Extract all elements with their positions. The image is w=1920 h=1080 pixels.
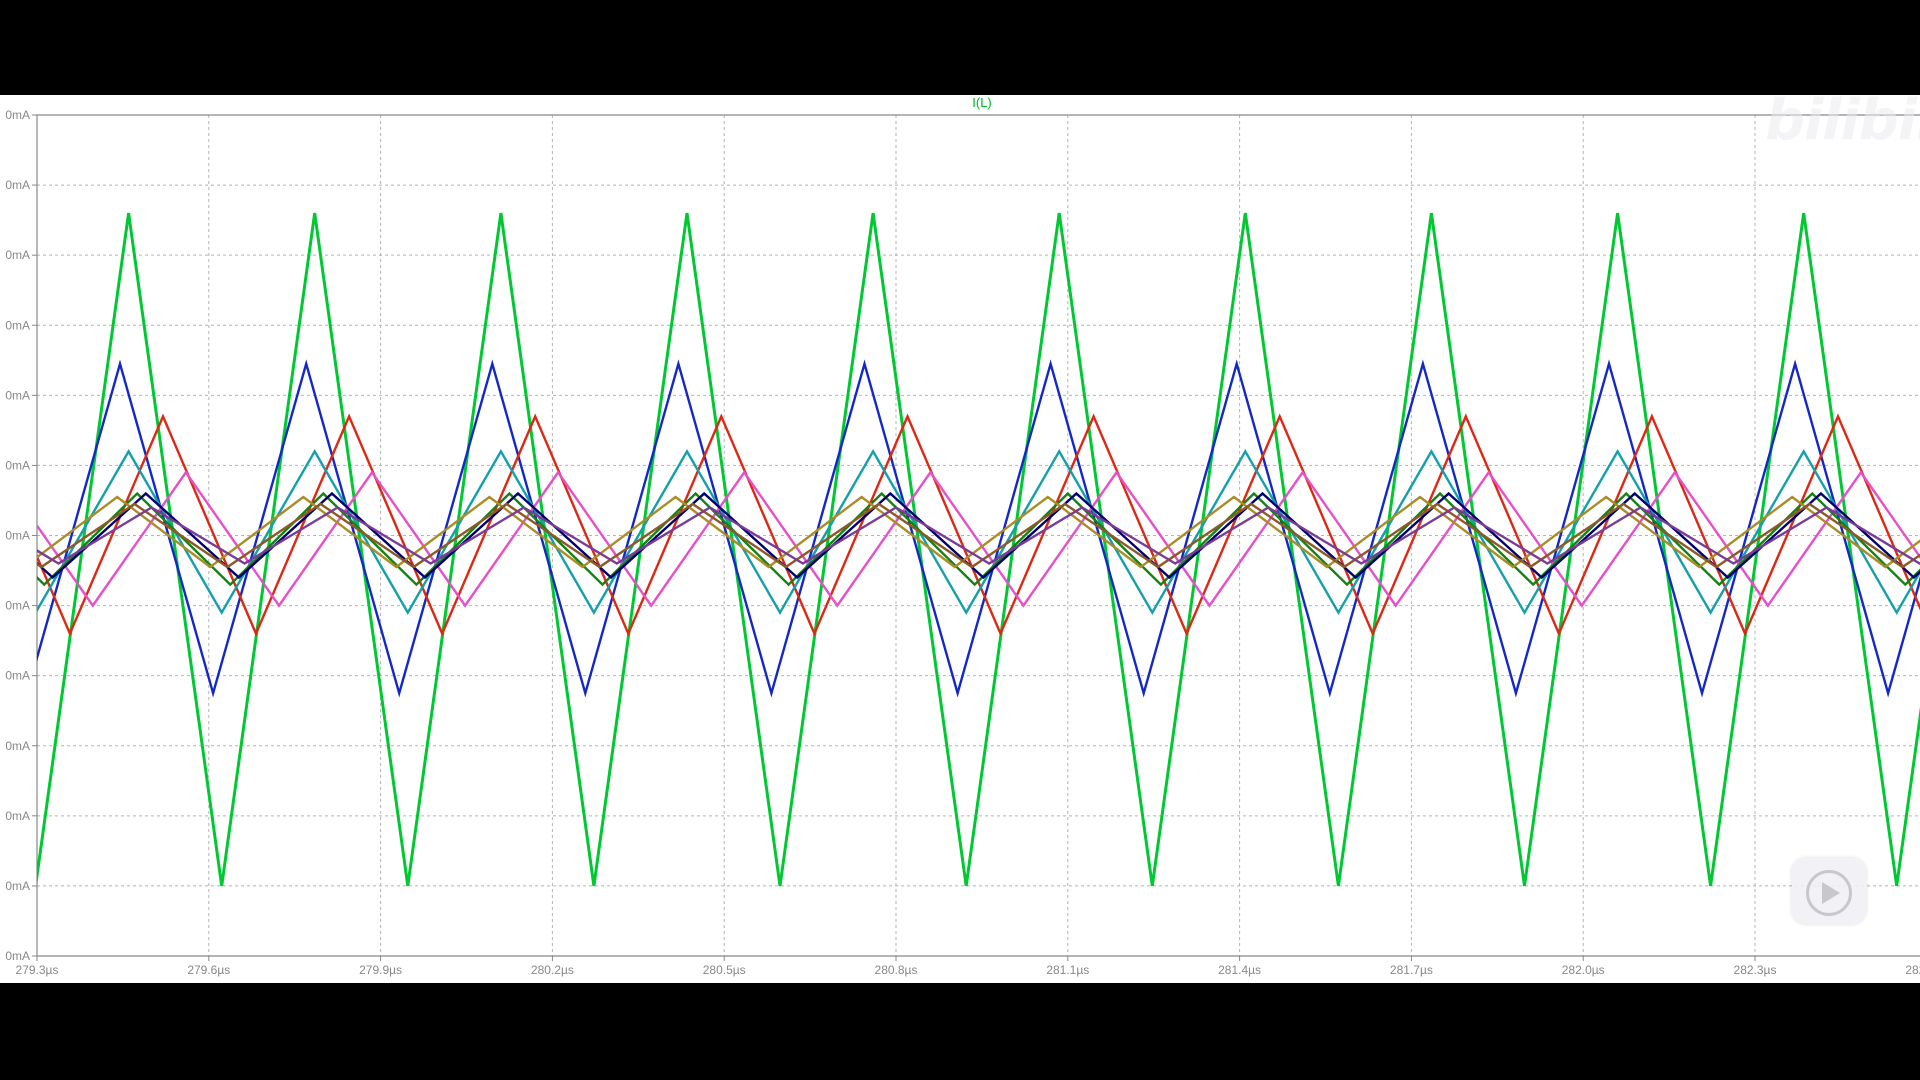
x-tick-label: 279.9µs [359, 963, 402, 977]
x-tick-label: 280.5µs [703, 963, 746, 977]
x-tick-label: 282.3µs [1734, 963, 1777, 977]
x-tick-label: 282.0µs [1562, 963, 1605, 977]
series-line-8 [37, 502, 1920, 569]
y-tick-label: 0mA [5, 108, 30, 122]
bilibili-logo: bilibili [1765, 88, 1920, 153]
y-tick-label: 0mA [5, 739, 30, 753]
y-tick-label: 0mA [5, 248, 30, 262]
y-tick-label: 0mA [5, 318, 30, 332]
y-tick-label: 0mA [5, 949, 30, 963]
y-tick-label: 0mA [5, 388, 30, 402]
series-line-0 [37, 212, 1920, 887]
x-tick-label: 282.6µs [1905, 963, 1920, 977]
x-tick-label: 279.3µs [16, 963, 59, 977]
series-line-1 [37, 359, 1920, 698]
x-tick-label: 281.7µs [1390, 963, 1433, 977]
series-group [37, 212, 1920, 887]
x-tick-label: 281.4µs [1218, 963, 1261, 977]
play-icon[interactable] [1792, 858, 1866, 924]
axes [32, 114, 1920, 961]
x-tick-label: 279.6µs [187, 963, 230, 977]
series-line-4 [37, 470, 1920, 608]
y-tick-label: 0mA [5, 809, 30, 823]
x-tick-label: 281.1µs [1046, 963, 1089, 977]
y-tick-label: 0mA [5, 529, 30, 543]
chart-title: I(L) [972, 95, 992, 110]
x-tick-label: 280.8µs [875, 963, 918, 977]
series-line-5 [37, 491, 1920, 587]
y-tick-label: 0mA [5, 669, 30, 683]
series-line-9 [37, 506, 1920, 565]
y-tick-label: 0mA [5, 178, 30, 192]
y-tick-label: 0mA [5, 879, 30, 893]
y-tick-label: 0mA [5, 458, 30, 472]
y-tick-label: 0mA [5, 599, 30, 613]
series-line-2 [37, 413, 1920, 637]
x-tick-label: 280.2µs [531, 963, 574, 977]
tick-labels: 0mA0mA0mA0mA0mA0mA0mA0mA0mA0mA0mA0mA0mA2… [5, 108, 1920, 977]
series-line-7 [37, 495, 1920, 569]
